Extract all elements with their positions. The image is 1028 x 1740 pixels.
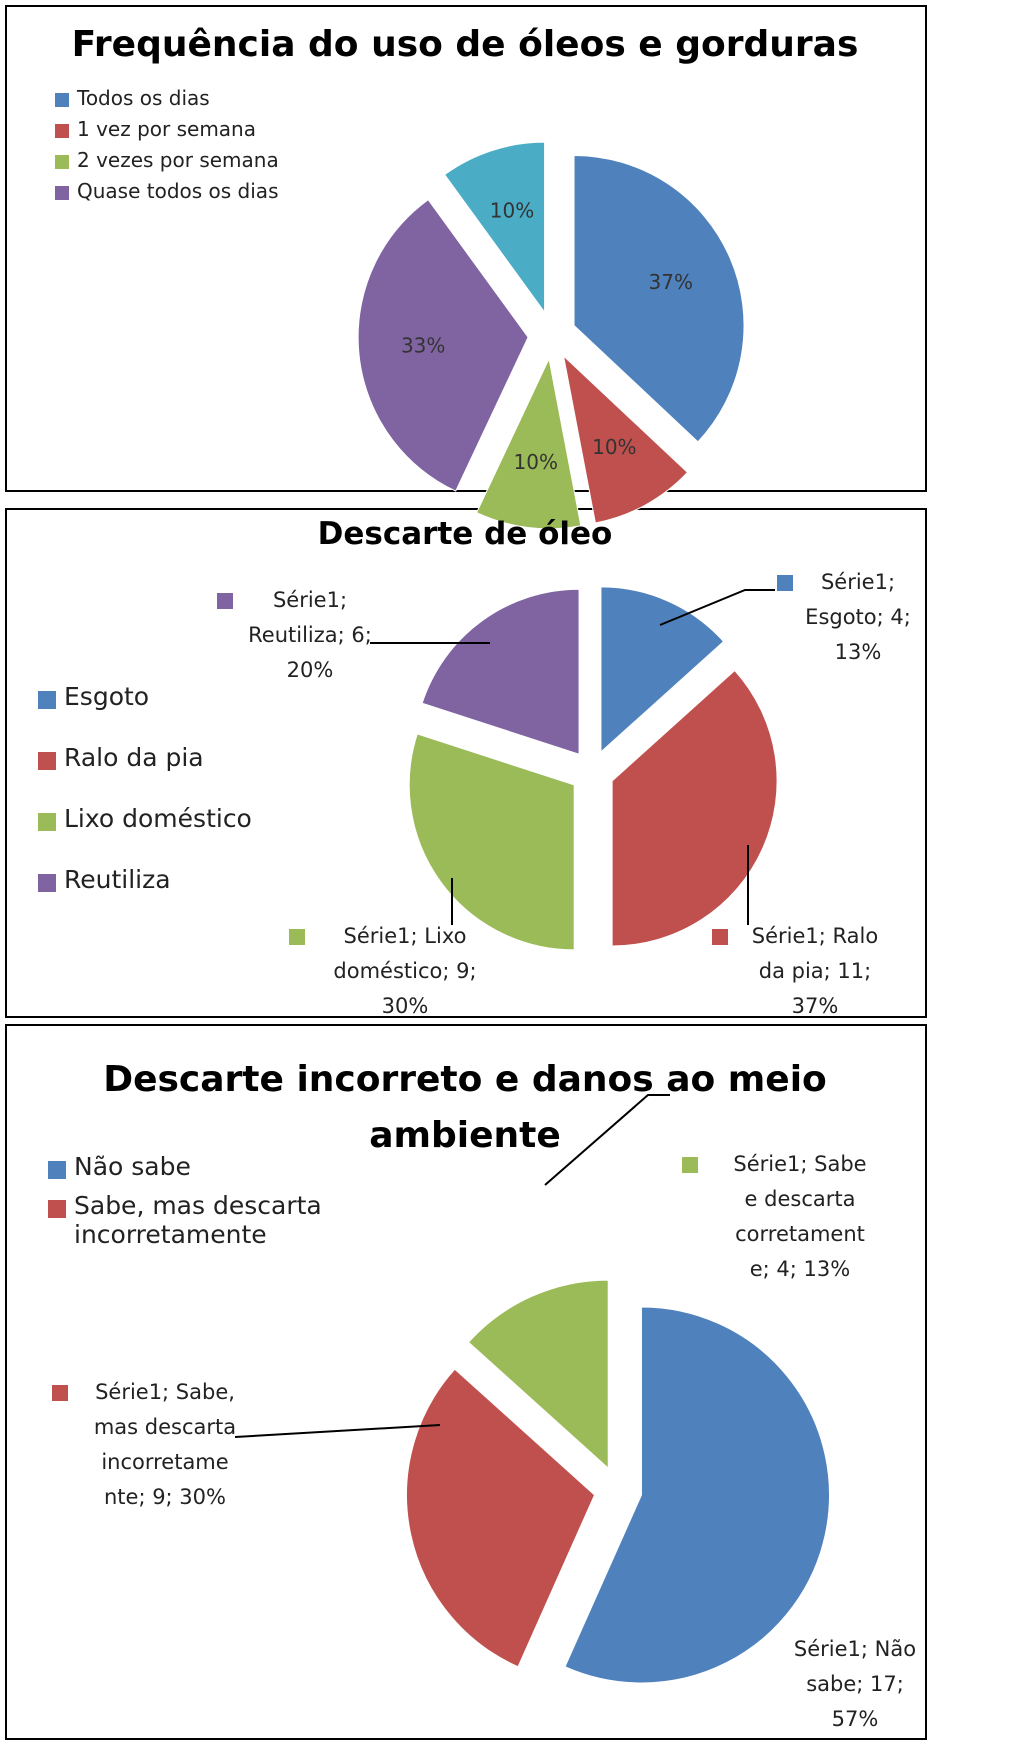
label-key xyxy=(777,575,793,591)
data-label: Esgoto; 4; xyxy=(805,605,911,629)
legend-item: Lixo doméstico xyxy=(38,804,364,833)
data-label: 37% xyxy=(649,270,693,294)
label-key xyxy=(52,1385,68,1401)
legend-item: Sabe, mas descarta incorretamente xyxy=(48,1191,374,1249)
legend-key xyxy=(48,1160,66,1179)
pie-slice xyxy=(443,141,546,314)
legend-item: Não sabe xyxy=(48,1152,374,1181)
data-label: 57% xyxy=(832,1707,879,1731)
legend-key xyxy=(55,124,69,138)
data-label: 10% xyxy=(592,435,636,459)
legend: Esgoto Ralo da pia Lixo doméstico Reutiliza xyxy=(38,682,364,926)
legend-item: 1 vez por semana xyxy=(55,117,377,141)
legend-key xyxy=(38,873,56,892)
data-label: sabe; 17; xyxy=(806,1672,904,1696)
legend-label: Todos os dias xyxy=(77,86,210,110)
legend-key xyxy=(38,812,56,831)
pie-slice xyxy=(406,1368,596,1668)
pie-slice xyxy=(611,669,778,947)
legend-label: Sabe, mas descarta incorretamente xyxy=(74,1191,322,1249)
data-label: 20% xyxy=(287,658,334,682)
label-key xyxy=(217,593,233,609)
data-label: e; 4; 13% xyxy=(750,1257,850,1281)
panel xyxy=(5,508,927,1018)
data-label: Série1; Ralo xyxy=(752,924,878,948)
panel xyxy=(5,1024,927,1740)
data-label: da pia; 11; xyxy=(759,959,871,983)
legend: Não sabe Sabe, mas descarta incorretament… xyxy=(48,1152,374,1259)
panel xyxy=(5,5,927,492)
legend-key xyxy=(55,155,69,169)
data-label: Série1; Não xyxy=(794,1637,916,1661)
legend-label: Não sabe xyxy=(74,1152,191,1181)
pie-slice xyxy=(421,588,580,755)
legend-item: Quase todos os dias xyxy=(55,179,377,203)
label-key xyxy=(289,929,305,945)
data-label: Série1; Lixo xyxy=(344,924,467,948)
data-label: 33% xyxy=(401,334,445,358)
pie-slice xyxy=(475,357,582,530)
leader-line xyxy=(544,1094,670,1186)
label-key xyxy=(712,929,728,945)
pie-slice xyxy=(600,586,725,754)
pie-slice xyxy=(408,733,575,951)
legend-label: Ralo da pia xyxy=(64,743,204,772)
chart-title: Frequência do uso de óleos e gorduras xyxy=(71,24,859,65)
legend-label: Esgoto xyxy=(64,682,150,711)
chart-title: Descarte de óleo xyxy=(317,516,613,552)
pie-slice xyxy=(467,1279,609,1470)
leader-line xyxy=(234,1424,441,1438)
legend-label: 2 vezes por semana xyxy=(77,148,279,172)
data-label: incorretame xyxy=(101,1450,228,1474)
data-label: 37% xyxy=(792,994,839,1018)
data-label: doméstico; 9; xyxy=(333,959,476,983)
legend-key xyxy=(38,690,56,709)
legend-label: Reutiliza xyxy=(64,865,171,894)
data-label: 13% xyxy=(835,640,882,664)
legend-label: Lixo doméstico xyxy=(64,804,252,833)
pie-slice xyxy=(573,154,745,443)
legend-item: 2 vezes por semana xyxy=(55,148,377,172)
label-key xyxy=(682,1157,698,1173)
data-label: Série1; xyxy=(821,570,895,594)
data-label: corretament xyxy=(735,1222,865,1246)
data-label: Série1; xyxy=(273,588,347,612)
data-label: 10% xyxy=(514,450,558,474)
legend-key xyxy=(55,186,69,200)
data-label: Série1; Sabe, xyxy=(95,1380,235,1404)
legend-label: Quase todos os dias xyxy=(77,179,279,203)
chart-title: Descarte incorreto e danos ao meio ambie… xyxy=(103,1059,827,1156)
data-label: nte; 9; 30% xyxy=(104,1485,226,1509)
legend: Todos os dias 1 vez por semana 2 vezes por… xyxy=(55,86,377,210)
legend-item: Ralo da pia xyxy=(38,743,364,772)
legend-item: Reutiliza xyxy=(38,865,364,894)
data-label: 10% xyxy=(490,198,534,222)
legend-label: 1 vez por semana xyxy=(77,117,256,141)
pie-slice xyxy=(564,1306,830,1684)
data-label: e descarta xyxy=(745,1187,856,1211)
legend-key xyxy=(48,1199,66,1218)
legend-key xyxy=(38,751,56,770)
data-label: Série1; Sabe xyxy=(733,1152,866,1176)
pie-slice xyxy=(562,354,689,524)
leader-line xyxy=(659,589,775,626)
pie-slice xyxy=(357,199,529,492)
data-label: Reutiliza; 6; xyxy=(248,623,372,647)
legend-key xyxy=(55,93,69,107)
data-label: 30% xyxy=(382,994,429,1018)
data-label: mas descarta xyxy=(94,1415,236,1439)
legend-item: Todos os dias xyxy=(55,86,377,110)
legend-item: Esgoto xyxy=(38,682,364,711)
